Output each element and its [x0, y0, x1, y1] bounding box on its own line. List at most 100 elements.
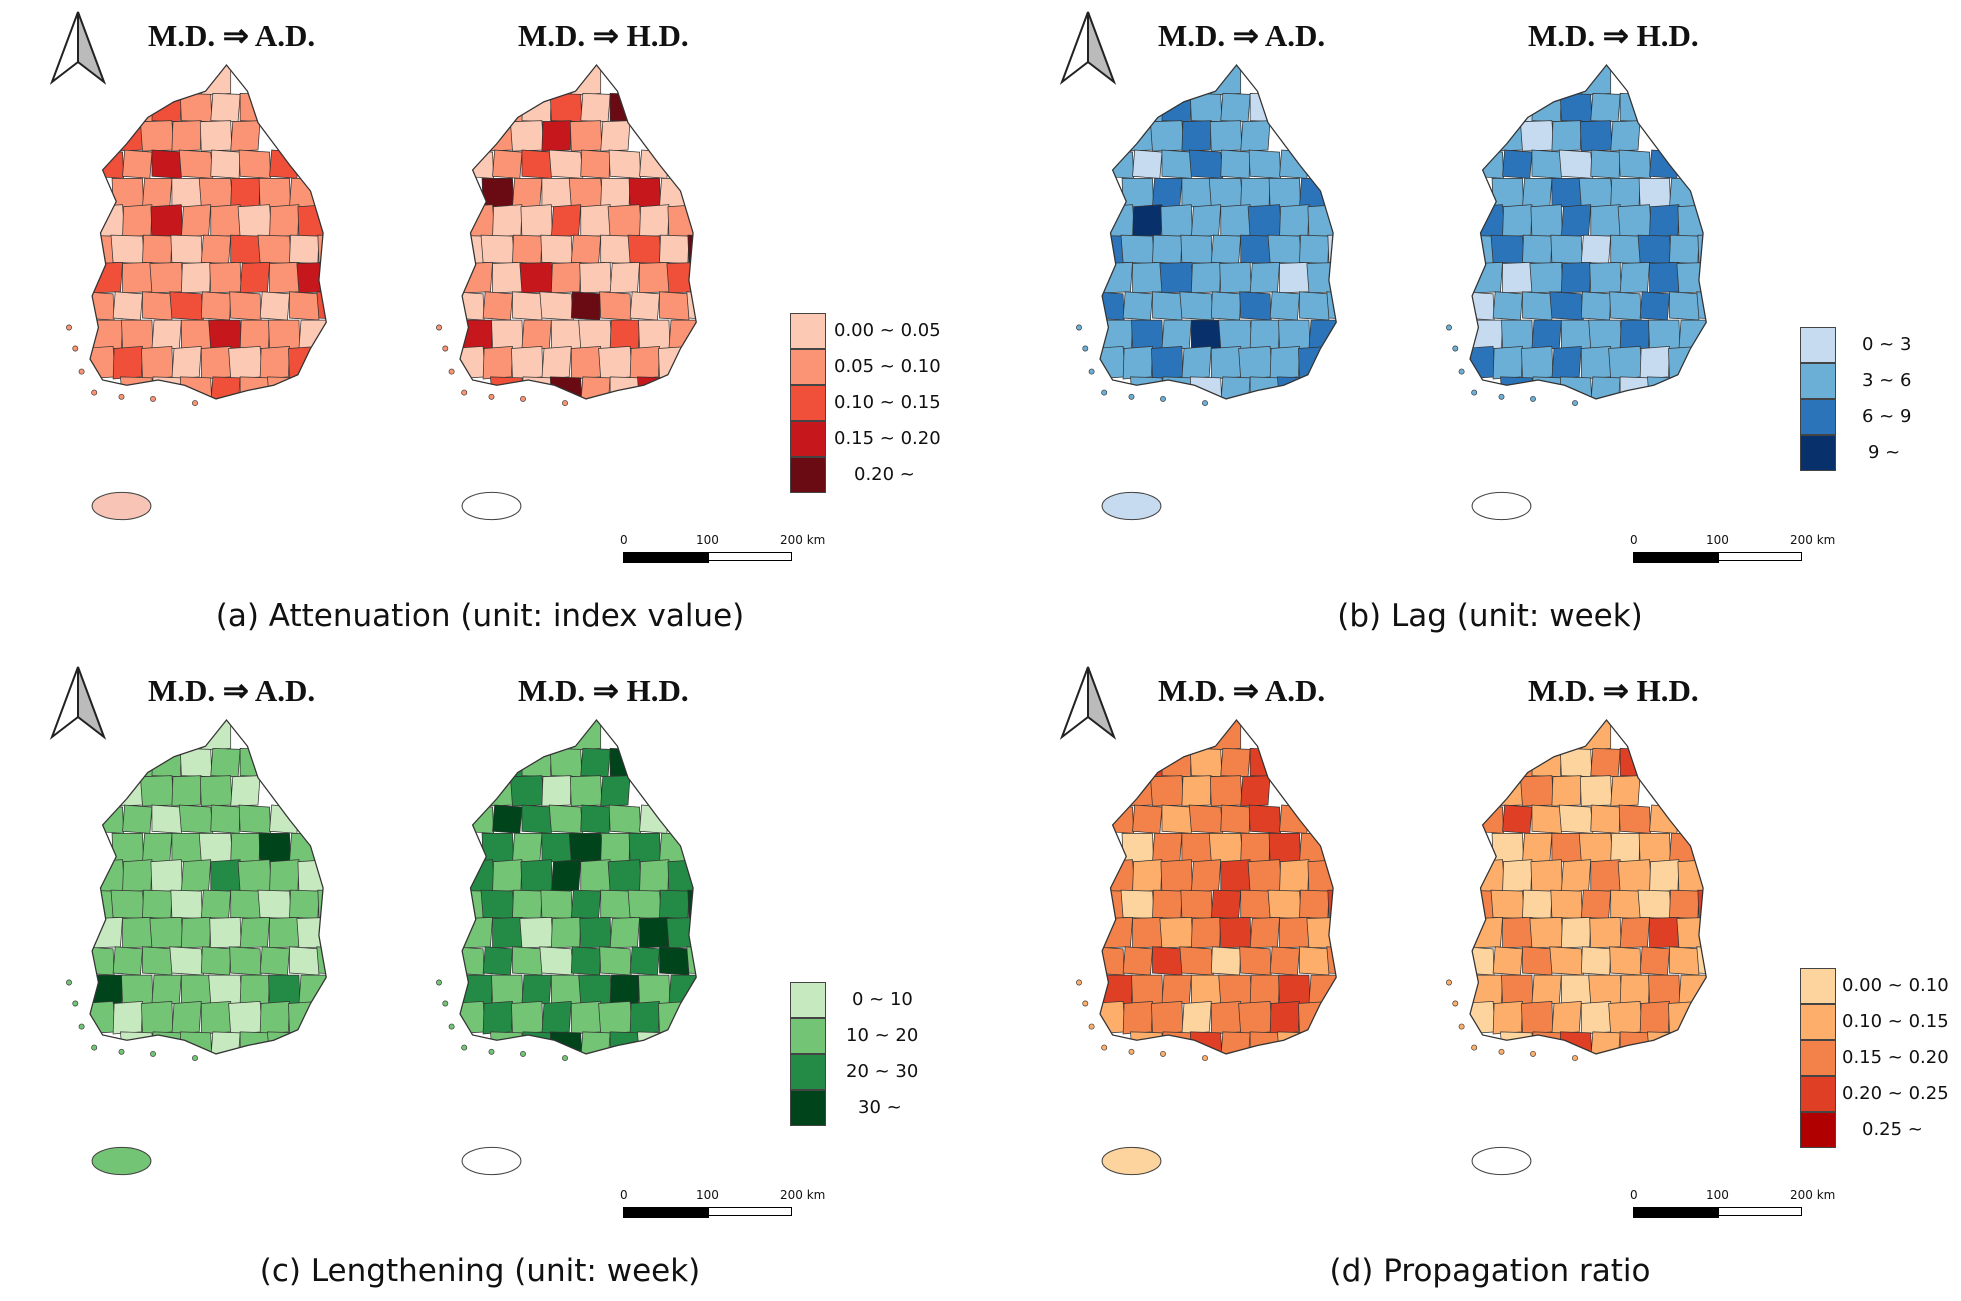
district-region	[1279, 262, 1310, 294]
district-region	[1502, 859, 1533, 893]
legend-label: 0.20 ~	[854, 464, 915, 485]
district-region	[122, 917, 153, 949]
district-region	[1590, 92, 1621, 123]
district-region	[659, 946, 690, 976]
district-region	[1161, 149, 1192, 179]
district-region	[1558, 149, 1594, 179]
district-region	[667, 859, 697, 893]
district-region	[239, 262, 270, 294]
district-region	[1269, 946, 1300, 976]
scale-tick: 100	[696, 1188, 719, 1202]
district-region	[1610, 889, 1641, 919]
district-region	[1580, 889, 1612, 919]
legend-swatch	[790, 1054, 826, 1090]
district-region	[1307, 204, 1337, 238]
island-dot	[1202, 1055, 1208, 1062]
district-region	[1132, 262, 1163, 294]
district-region	[1549, 946, 1584, 976]
district-region	[1121, 178, 1154, 208]
scale-bar: 0 100 200 km	[620, 1188, 825, 1228]
district-region	[1240, 833, 1271, 863]
district-region	[580, 859, 611, 893]
island-dot	[1082, 1000, 1089, 1007]
district-region	[151, 804, 182, 834]
district-region	[142, 178, 173, 208]
district-region	[520, 859, 553, 893]
legend-label: 0.15 ~ 0.20	[834, 428, 941, 449]
district-region	[540, 889, 573, 919]
district-region	[1240, 120, 1271, 152]
district-region	[578, 974, 613, 1004]
district-region	[629, 946, 660, 976]
district-region	[1578, 833, 1614, 863]
district-region	[627, 889, 662, 919]
district-region	[171, 346, 202, 380]
district-region	[1550, 889, 1583, 919]
district-region	[1190, 204, 1222, 238]
district-region	[1531, 974, 1562, 1004]
district-region	[460, 946, 485, 976]
district-region	[628, 178, 661, 208]
district-region	[1179, 946, 1214, 976]
district-region	[1161, 747, 1192, 778]
district-region	[1190, 859, 1222, 893]
legend-swatch	[1800, 363, 1836, 399]
district-region	[512, 946, 543, 976]
district-region	[121, 974, 154, 1004]
jeju-island	[91, 1146, 152, 1176]
island-dot	[118, 393, 125, 400]
district-region	[1100, 946, 1125, 976]
district-region	[1490, 234, 1525, 264]
district-region	[521, 149, 552, 179]
district-region	[639, 149, 670, 179]
district-region	[1579, 775, 1613, 807]
district-region	[230, 178, 261, 208]
district-region	[1676, 262, 1707, 294]
island-dot	[1572, 1055, 1578, 1062]
district-region	[239, 917, 270, 949]
district-region	[512, 889, 543, 919]
district-region	[1248, 149, 1281, 179]
district-region	[1210, 291, 1242, 321]
district-region	[512, 178, 543, 208]
map-title-right: M.D. ⇒ H.D.	[518, 673, 689, 708]
district-region	[1648, 974, 1681, 1004]
district-region	[1100, 889, 1124, 919]
district-region	[1152, 946, 1183, 976]
district-region	[269, 262, 300, 294]
scale-tick: 0	[620, 533, 628, 547]
district-region	[1122, 120, 1153, 152]
district-region	[1307, 859, 1337, 893]
district-region	[1558, 804, 1594, 834]
district-region	[541, 178, 572, 208]
district-region	[142, 946, 173, 976]
district-region	[628, 833, 661, 863]
district-region	[297, 859, 327, 893]
district-region	[1472, 262, 1503, 294]
district-region	[1161, 319, 1192, 349]
district-region	[112, 775, 143, 807]
district-region	[492, 859, 523, 893]
district-region	[1619, 92, 1650, 123]
district-region	[210, 1031, 241, 1054]
district-region	[1580, 346, 1612, 380]
district-region	[1618, 149, 1651, 179]
district-region	[639, 859, 670, 893]
district-region	[1551, 178, 1582, 208]
district-region	[296, 262, 327, 294]
district-region	[1132, 917, 1163, 949]
legend-swatch	[790, 349, 826, 385]
district-region	[639, 204, 670, 238]
district-region	[1619, 747, 1650, 778]
district-region	[492, 204, 523, 238]
district-region	[269, 204, 300, 238]
district-region	[1551, 346, 1582, 380]
district-region	[1247, 859, 1283, 893]
district-region	[1521, 1001, 1554, 1035]
district-region	[110, 889, 145, 919]
district-region	[1279, 859, 1310, 893]
district-region	[230, 833, 261, 863]
district-region	[1122, 291, 1153, 321]
district-region	[169, 291, 204, 321]
island-dot	[1498, 1048, 1505, 1055]
